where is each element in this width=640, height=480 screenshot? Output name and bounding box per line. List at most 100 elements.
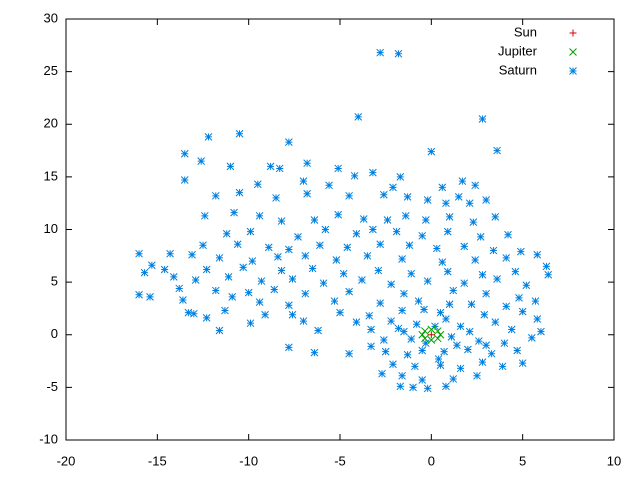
point	[440, 347, 448, 356]
point	[226, 162, 235, 171]
point	[476, 233, 485, 241]
point	[400, 327, 408, 336]
point	[445, 300, 454, 309]
point	[211, 286, 220, 295]
point	[471, 181, 480, 190]
point	[511, 267, 520, 276]
point	[464, 345, 472, 354]
point	[301, 289, 310, 298]
point	[272, 194, 280, 202]
point	[465, 199, 474, 208]
point	[527, 334, 536, 342]
y-tick-label: 10	[44, 221, 58, 236]
point	[480, 310, 489, 319]
point	[299, 317, 308, 325]
point	[454, 193, 463, 201]
point	[502, 302, 511, 311]
point	[507, 325, 516, 334]
point	[427, 336, 436, 344]
y-tick-label: 15	[44, 168, 58, 183]
point	[248, 257, 257, 265]
legend-marker	[569, 48, 577, 56]
point	[478, 270, 487, 279]
point	[381, 347, 390, 356]
point	[270, 285, 279, 294]
point	[191, 276, 200, 284]
point	[396, 173, 405, 181]
point	[533, 315, 542, 323]
point	[438, 258, 447, 266]
point	[467, 300, 476, 309]
point	[376, 299, 385, 308]
point	[482, 289, 490, 298]
point	[339, 269, 348, 278]
point	[442, 199, 450, 208]
point	[363, 251, 372, 260]
point	[473, 371, 481, 380]
x-tick-label: -15	[148, 453, 167, 468]
point	[202, 265, 211, 274]
point	[235, 129, 244, 138]
point	[401, 211, 410, 220]
point	[418, 330, 427, 339]
point	[358, 276, 366, 284]
point	[345, 191, 353, 200]
point	[369, 168, 377, 177]
point	[299, 177, 308, 185]
point	[325, 181, 333, 190]
y-tick-label: -10	[39, 431, 58, 446]
point	[378, 369, 386, 378]
legend-marker	[569, 67, 577, 75]
point	[518, 359, 527, 368]
point	[407, 269, 416, 278]
point	[135, 249, 143, 258]
point	[316, 241, 324, 250]
point	[443, 267, 452, 276]
point	[515, 294, 523, 302]
point	[354, 113, 363, 121]
point	[474, 337, 483, 345]
x-tick-label: 5	[519, 453, 526, 468]
point	[135, 290, 143, 299]
point	[277, 217, 286, 225]
point	[179, 296, 187, 304]
point	[343, 243, 352, 252]
point	[418, 346, 427, 355]
point	[321, 225, 330, 234]
point	[379, 190, 388, 199]
point	[398, 371, 406, 380]
point	[398, 306, 406, 315]
x-tick-label: 10	[607, 453, 621, 468]
point	[369, 225, 377, 234]
point	[498, 362, 507, 371]
point	[284, 301, 293, 310]
point	[303, 189, 311, 198]
point	[502, 254, 511, 262]
point	[352, 318, 361, 326]
point	[414, 297, 423, 305]
point	[469, 218, 478, 226]
point	[274, 253, 282, 261]
point	[367, 325, 375, 334]
legend-label: Sun	[514, 24, 537, 39]
point	[421, 327, 429, 335]
point	[244, 288, 253, 297]
point	[215, 254, 224, 262]
point	[261, 310, 269, 319]
point	[460, 279, 469, 288]
point	[379, 336, 388, 344]
point	[434, 355, 443, 363]
point	[336, 308, 344, 317]
point	[190, 309, 198, 318]
point	[140, 268, 149, 277]
point	[204, 133, 213, 141]
point	[310, 216, 319, 224]
point	[387, 280, 396, 289]
point	[284, 138, 293, 146]
point	[387, 317, 396, 325]
point	[257, 277, 266, 285]
point	[200, 211, 209, 220]
point	[438, 183, 447, 192]
point	[405, 241, 414, 250]
